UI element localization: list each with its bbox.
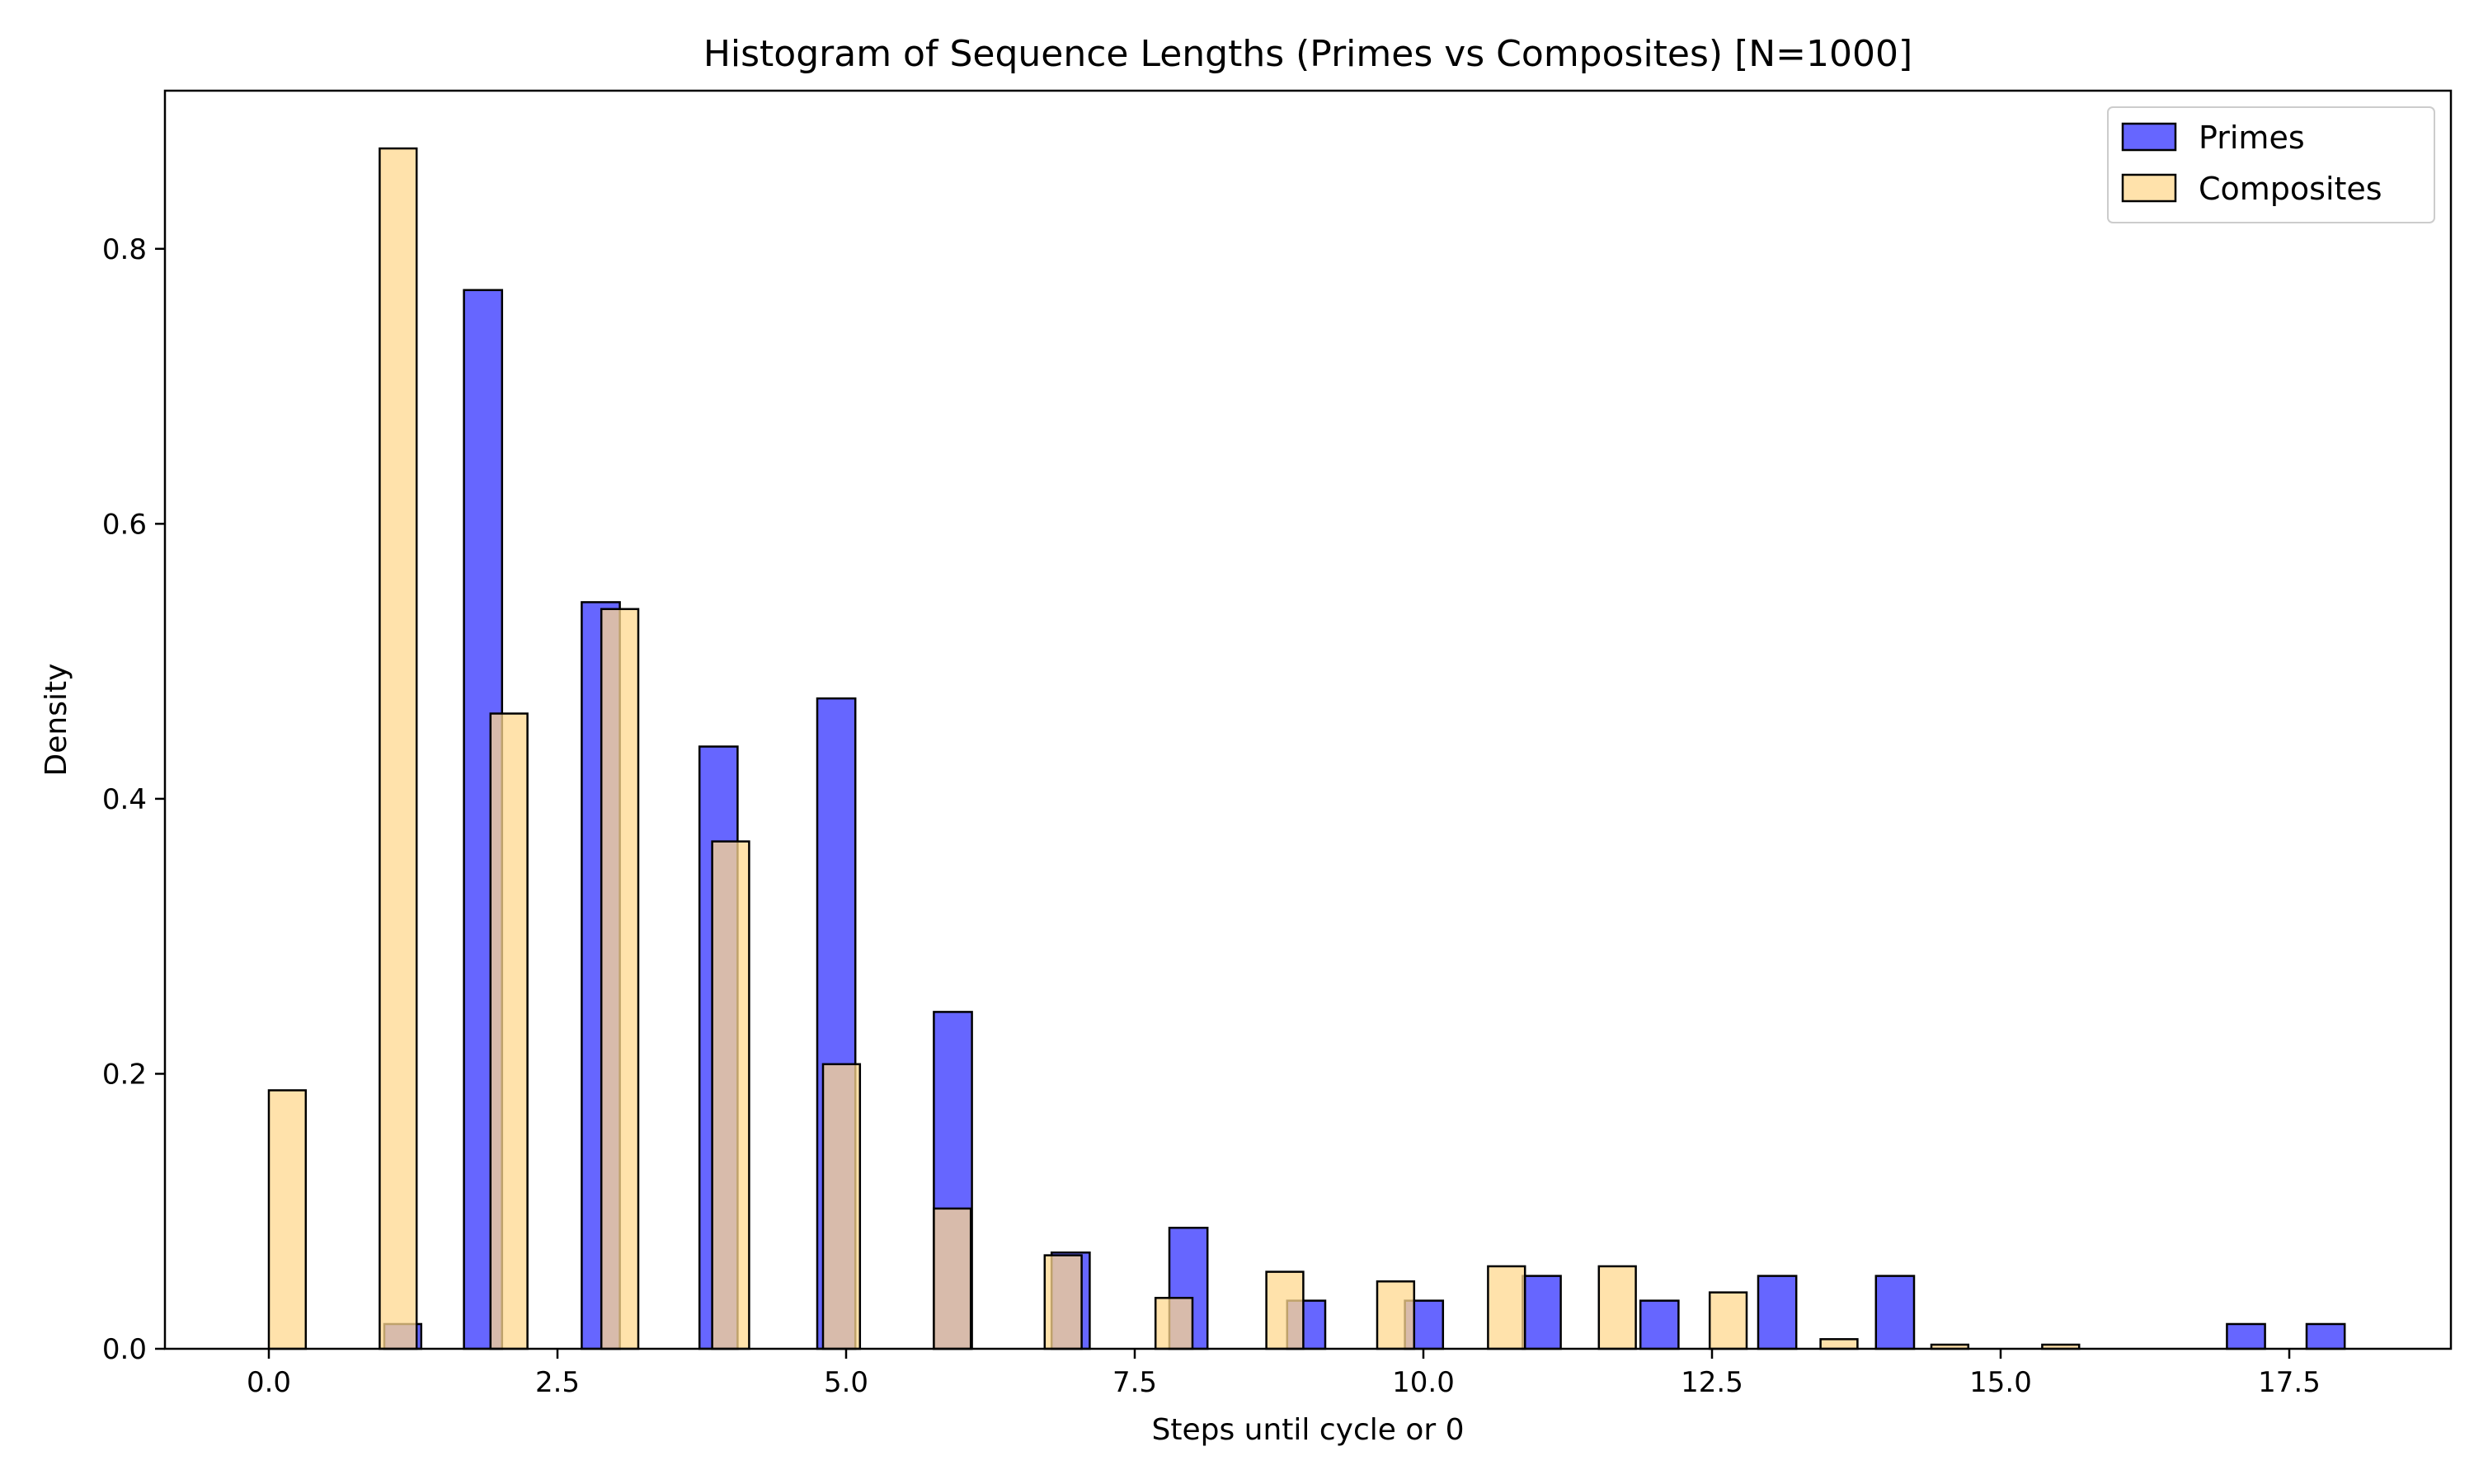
y-tick-label: 0.0 bbox=[102, 1333, 147, 1366]
bar-composites-4 bbox=[711, 840, 750, 1350]
bars-layer bbox=[267, 147, 2346, 1350]
bar-composites-10 bbox=[1376, 1280, 1416, 1350]
plot-frame bbox=[163, 89, 2453, 1350]
legend: Primes Composites bbox=[2107, 106, 2435, 223]
x-tick-label: 0.0 bbox=[247, 1366, 291, 1399]
bar-composites-14 bbox=[1819, 1338, 1859, 1350]
x-tick-label: 7.5 bbox=[1112, 1366, 1157, 1399]
bar-composites-9 bbox=[1265, 1270, 1305, 1350]
bar-primes-15 bbox=[2305, 1322, 2346, 1350]
bar-composites-0 bbox=[267, 1089, 308, 1350]
bar-composites-12 bbox=[1597, 1265, 1637, 1350]
x-axis-label: Steps until cycle or 0 bbox=[1151, 1413, 1464, 1447]
legend-swatch-composites bbox=[2121, 173, 2177, 203]
legend-label-primes: Primes bbox=[2199, 120, 2305, 156]
bar-composites-5 bbox=[821, 1063, 862, 1350]
bar-composites-2 bbox=[489, 712, 529, 1350]
bar-composites-1 bbox=[379, 147, 418, 1350]
y-tick-label: 0.8 bbox=[102, 233, 147, 266]
y-tick-label: 0.6 bbox=[102, 508, 147, 541]
legend-swatch-primes bbox=[2121, 122, 2177, 152]
y-tick-label: 0.4 bbox=[102, 783, 147, 816]
bar-primes-13 bbox=[1874, 1275, 1916, 1350]
bar-primes-11 bbox=[1639, 1299, 1680, 1350]
bar-composites-8 bbox=[1154, 1297, 1194, 1350]
bar-primes-10 bbox=[1522, 1275, 1562, 1350]
bar-composites-11 bbox=[1487, 1265, 1526, 1350]
series-composites bbox=[267, 147, 2081, 1350]
bar-primes-12 bbox=[1757, 1275, 1798, 1350]
chart-title: Histogram of Sequence Lengths (Primes vs… bbox=[703, 33, 1912, 75]
bar-composites-7 bbox=[1043, 1254, 1083, 1350]
y-axis-label: Density bbox=[40, 664, 73, 777]
x-axis-ticks: 0.0 2.5 5.0 7.5 10.0 12.5 15.0 17.5 bbox=[247, 1349, 2321, 1399]
legend-label-composites: Composites bbox=[2199, 171, 2382, 207]
bar-composites-13 bbox=[1708, 1291, 1748, 1350]
x-tick-label: 15.0 bbox=[1969, 1366, 2032, 1399]
y-tick-label: 0.2 bbox=[102, 1058, 147, 1091]
y-axis-ticks: 0.0 0.2 0.4 0.6 0.8 bbox=[102, 233, 165, 1366]
bar-primes-14 bbox=[2226, 1322, 2266, 1350]
bar-composites-6 bbox=[933, 1207, 972, 1350]
x-tick-label: 2.5 bbox=[535, 1366, 580, 1399]
x-tick-label: 17.5 bbox=[2258, 1366, 2321, 1399]
x-tick-label: 10.0 bbox=[1392, 1366, 1455, 1399]
x-tick-label: 5.0 bbox=[824, 1366, 868, 1399]
legend-box bbox=[2107, 106, 2435, 223]
bar-composites-3 bbox=[600, 608, 640, 1350]
x-tick-label: 12.5 bbox=[1681, 1366, 1743, 1399]
